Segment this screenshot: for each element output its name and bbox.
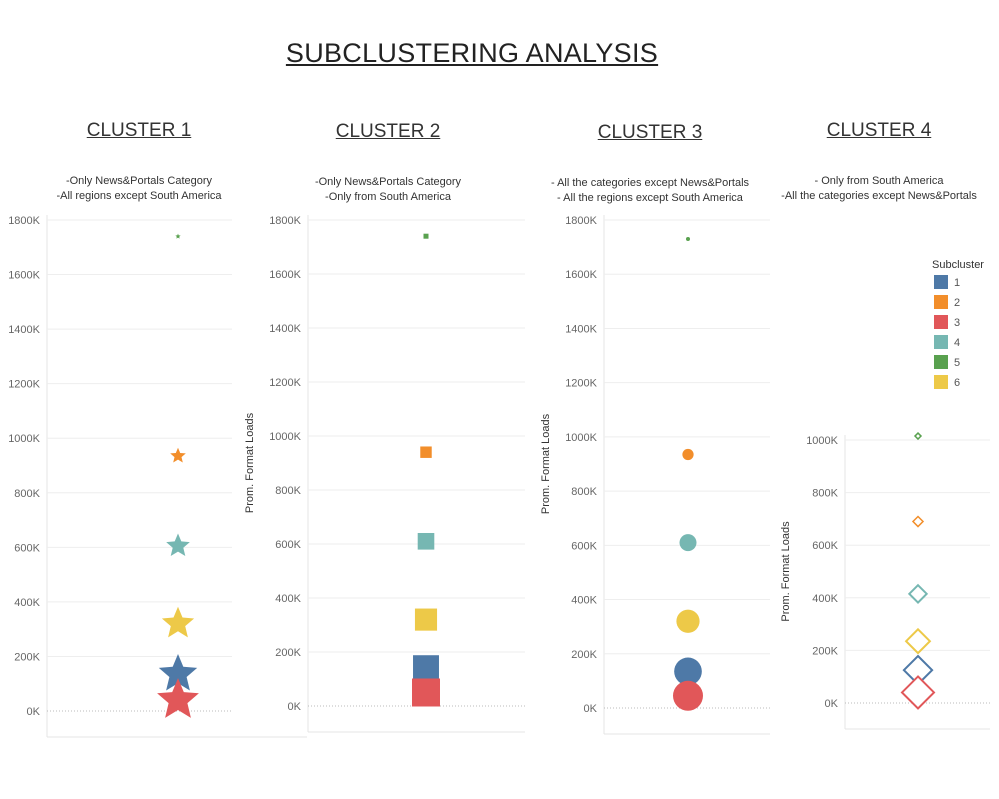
cluster-3-tick-label: 600K <box>571 540 597 552</box>
cluster-1-tick-label: 600K <box>14 542 40 554</box>
cluster-3-marker-subcluster-6 <box>676 609 700 633</box>
cluster-3-tick-label: 1600K <box>565 269 597 281</box>
cluster-4-marker-subcluster-4 <box>907 583 929 604</box>
cluster-1-marker-subcluster-2 <box>170 447 186 463</box>
cluster-3-note-1: - All the categories except News&Portals <box>550 177 750 189</box>
cluster-2-tick-label: 1200K <box>269 377 301 389</box>
cluster-4-tick-label: 0K <box>825 698 839 710</box>
cluster-2-note-2: -Only from South America <box>325 191 451 203</box>
legend-label-1: 1 <box>954 277 960 289</box>
cluster-3-tick-label: 800K <box>571 486 597 498</box>
cluster-4-y-axis-label: Prom. Format Loads <box>780 521 792 622</box>
cluster-1-note-1: -Only News&Portals Category <box>65 175 213 187</box>
cluster-2-tick-label: 400K <box>275 593 301 605</box>
cluster-3-tick-label: 1800K <box>565 215 597 227</box>
cluster-2-tick-label: 1800K <box>269 215 301 227</box>
legend-swatch-1 <box>934 275 948 289</box>
legend-swatch-5 <box>934 355 948 369</box>
cluster-1-marker-subcluster-4 <box>166 533 190 556</box>
page-title: SUBCLUSTERING ANALYSIS <box>285 38 659 68</box>
cluster-2-marker-subcluster-4 <box>417 532 435 550</box>
cluster-2-tick-label: 800K <box>275 485 301 497</box>
cluster-3-y-axis-label: Prom. Format Loads <box>540 413 552 514</box>
cluster-2-notes: -Only News&Portals Category -Only from S… <box>268 175 508 205</box>
cluster-1-note-2: -All regions except South America <box>56 190 222 202</box>
cluster-4-tick-label: 200K <box>812 645 838 657</box>
cluster-1-notes: -Only News&Portals Category -All regions… <box>19 174 259 204</box>
cluster-4-tick-label: 800K <box>812 488 838 500</box>
cluster-3-marker-subcluster-3 <box>673 680 703 711</box>
cluster-1-marker-subcluster-1 <box>158 654 198 691</box>
cluster-3-marker-subcluster-1 <box>674 657 702 686</box>
cluster-4-tick-label: 600K <box>812 540 838 552</box>
cluster-3-tick-label: 1400K <box>565 323 597 335</box>
cluster-3-tick-label: 200K <box>571 649 597 661</box>
cluster-3-tick-label: 400K <box>571 595 597 607</box>
cluster-4-marker-subcluster-3 <box>900 675 936 710</box>
cluster-4-notes: - Only from South America -All the categ… <box>759 174 999 204</box>
cluster-2-marker-subcluster-2 <box>420 446 432 458</box>
legend-swatch-4 <box>934 335 948 349</box>
cluster-2-marker-subcluster-3 <box>412 678 440 707</box>
legend-label-4: 4 <box>954 337 960 349</box>
cluster-2-title: CLUSTER 2 <box>335 121 441 142</box>
cluster-3-tick-label: 0K <box>584 703 598 715</box>
cluster-2-tick-label: 0K <box>288 701 302 713</box>
cluster-4-marker-subcluster-5 <box>913 431 923 441</box>
cluster-2-marker-subcluster-6 <box>414 608 438 631</box>
cluster-3-tick-label: 1000K <box>565 432 597 444</box>
legend-title: Subcluster <box>932 259 984 271</box>
cluster-4-marker-subcluster-2 <box>911 515 925 528</box>
cluster-1-marker-subcluster-6 <box>161 606 195 638</box>
cluster-2-marker-subcluster-1 <box>413 655 439 682</box>
cluster-2-tick-label: 1400K <box>269 323 301 335</box>
cluster-1-marker-subcluster-3 <box>157 678 199 718</box>
cluster-2-y-axis-label: Prom. Format Loads <box>244 412 256 513</box>
cluster-1-tick-label: 1600K <box>8 270 40 282</box>
cluster-4-tick-label: 1000K <box>806 435 838 447</box>
cluster-4-title: CLUSTER 4 <box>826 120 932 141</box>
cluster-3-notes: - All the categories except News&Portals… <box>530 176 770 206</box>
cluster-1-tick-label: 1400K <box>8 324 40 336</box>
cluster-3-note-2: - All the regions except South America <box>557 192 743 204</box>
cluster-1-tick-label: 400K <box>14 597 40 609</box>
cluster-1-marker-subcluster-5 <box>175 233 181 239</box>
cluster-1-tick-label: 1200K <box>8 379 40 391</box>
cluster-1-title: CLUSTER 1 <box>86 120 192 141</box>
cluster-4-marker-subcluster-6 <box>904 627 932 655</box>
cluster-2-tick-label: 1600K <box>269 269 301 281</box>
legend-label-6: 6 <box>954 377 960 389</box>
cluster-3-title: CLUSTER 3 <box>597 122 703 143</box>
cluster-3-marker-subcluster-4 <box>679 534 697 552</box>
cluster-2-marker-subcluster-5 <box>423 233 429 239</box>
cluster-2-tick-label: 1000K <box>269 431 301 443</box>
legend-label-5: 5 <box>954 357 960 369</box>
legend-label-2: 2 <box>954 297 960 309</box>
cluster-1-tick-label: 800K <box>14 488 40 500</box>
cluster-3-marker-subcluster-2 <box>682 448 694 461</box>
cluster-4-tick-label: 400K <box>812 593 838 605</box>
cluster-2-tick-label: 200K <box>275 647 301 659</box>
cluster-3-marker-subcluster-5 <box>686 236 690 241</box>
legend-swatch-6 <box>934 375 948 389</box>
cluster-4-note-1: - Only from South America <box>814 175 944 187</box>
cluster-1-tick-label: 1000K <box>8 433 40 445</box>
cluster-1-tick-label: 0K <box>27 706 41 718</box>
legend-label-3: 3 <box>954 317 960 329</box>
cluster-1-tick-label: 1800K <box>8 215 40 227</box>
cluster-2-note-1: -Only News&Portals Category <box>314 176 462 188</box>
cluster-2-tick-label: 600K <box>275 539 301 551</box>
legend-swatch-3 <box>934 315 948 329</box>
cluster-3-tick-label: 1200K <box>565 378 597 390</box>
legend-swatch-2 <box>934 295 948 309</box>
cluster-1-tick-label: 200K <box>14 651 40 663</box>
cluster-4-note-2: -All the categories except News&Portals <box>781 190 977 202</box>
